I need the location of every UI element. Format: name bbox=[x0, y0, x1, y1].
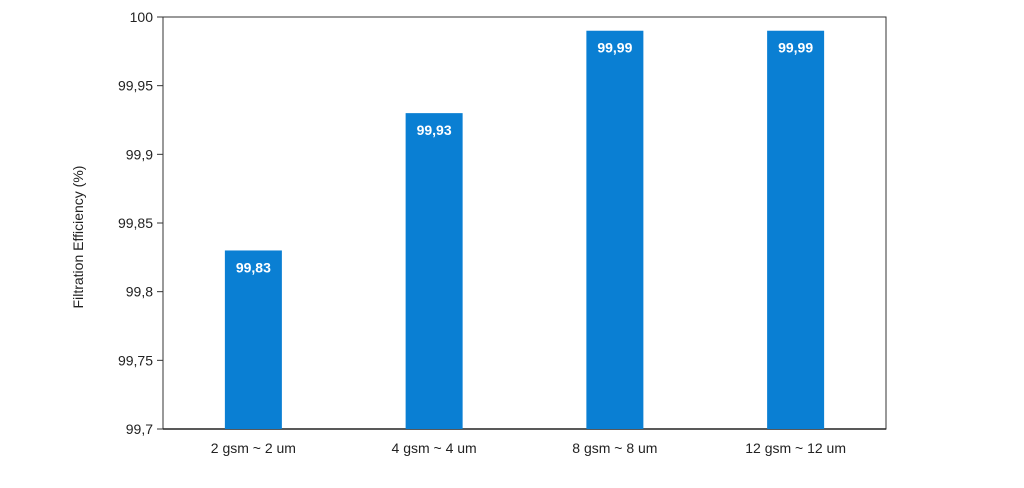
bar-data-label: 99,93 bbox=[417, 122, 452, 138]
x-tick-label: 12 gsm ~ 12 um bbox=[745, 440, 846, 456]
y-tick-label: 99,85 bbox=[118, 215, 153, 231]
bar bbox=[586, 30, 644, 429]
x-tick-label: 2 gsm ~ 2 um bbox=[211, 440, 296, 456]
y-tick-label: 99,95 bbox=[118, 78, 153, 94]
bar-data-label: 99,83 bbox=[236, 259, 271, 275]
y-tick-label: 99,8 bbox=[126, 284, 153, 300]
x-tick-label: 8 gsm ~ 8 um bbox=[572, 440, 657, 456]
y-tick-label: 100 bbox=[130, 9, 154, 25]
bar-data-label: 99,99 bbox=[778, 40, 813, 56]
bar bbox=[767, 30, 825, 429]
y-tick-label: 99,7 bbox=[126, 421, 153, 437]
y-tick-label: 99,9 bbox=[126, 146, 153, 162]
y-axis-label: Filtration Efficiency (%) bbox=[70, 166, 86, 309]
x-tick-label: 4 gsm ~ 4 um bbox=[392, 440, 477, 456]
bar-data-label: 99,99 bbox=[597, 40, 632, 56]
bar bbox=[224, 250, 282, 429]
bar bbox=[405, 113, 463, 429]
y-tick-label: 99,75 bbox=[118, 352, 153, 368]
